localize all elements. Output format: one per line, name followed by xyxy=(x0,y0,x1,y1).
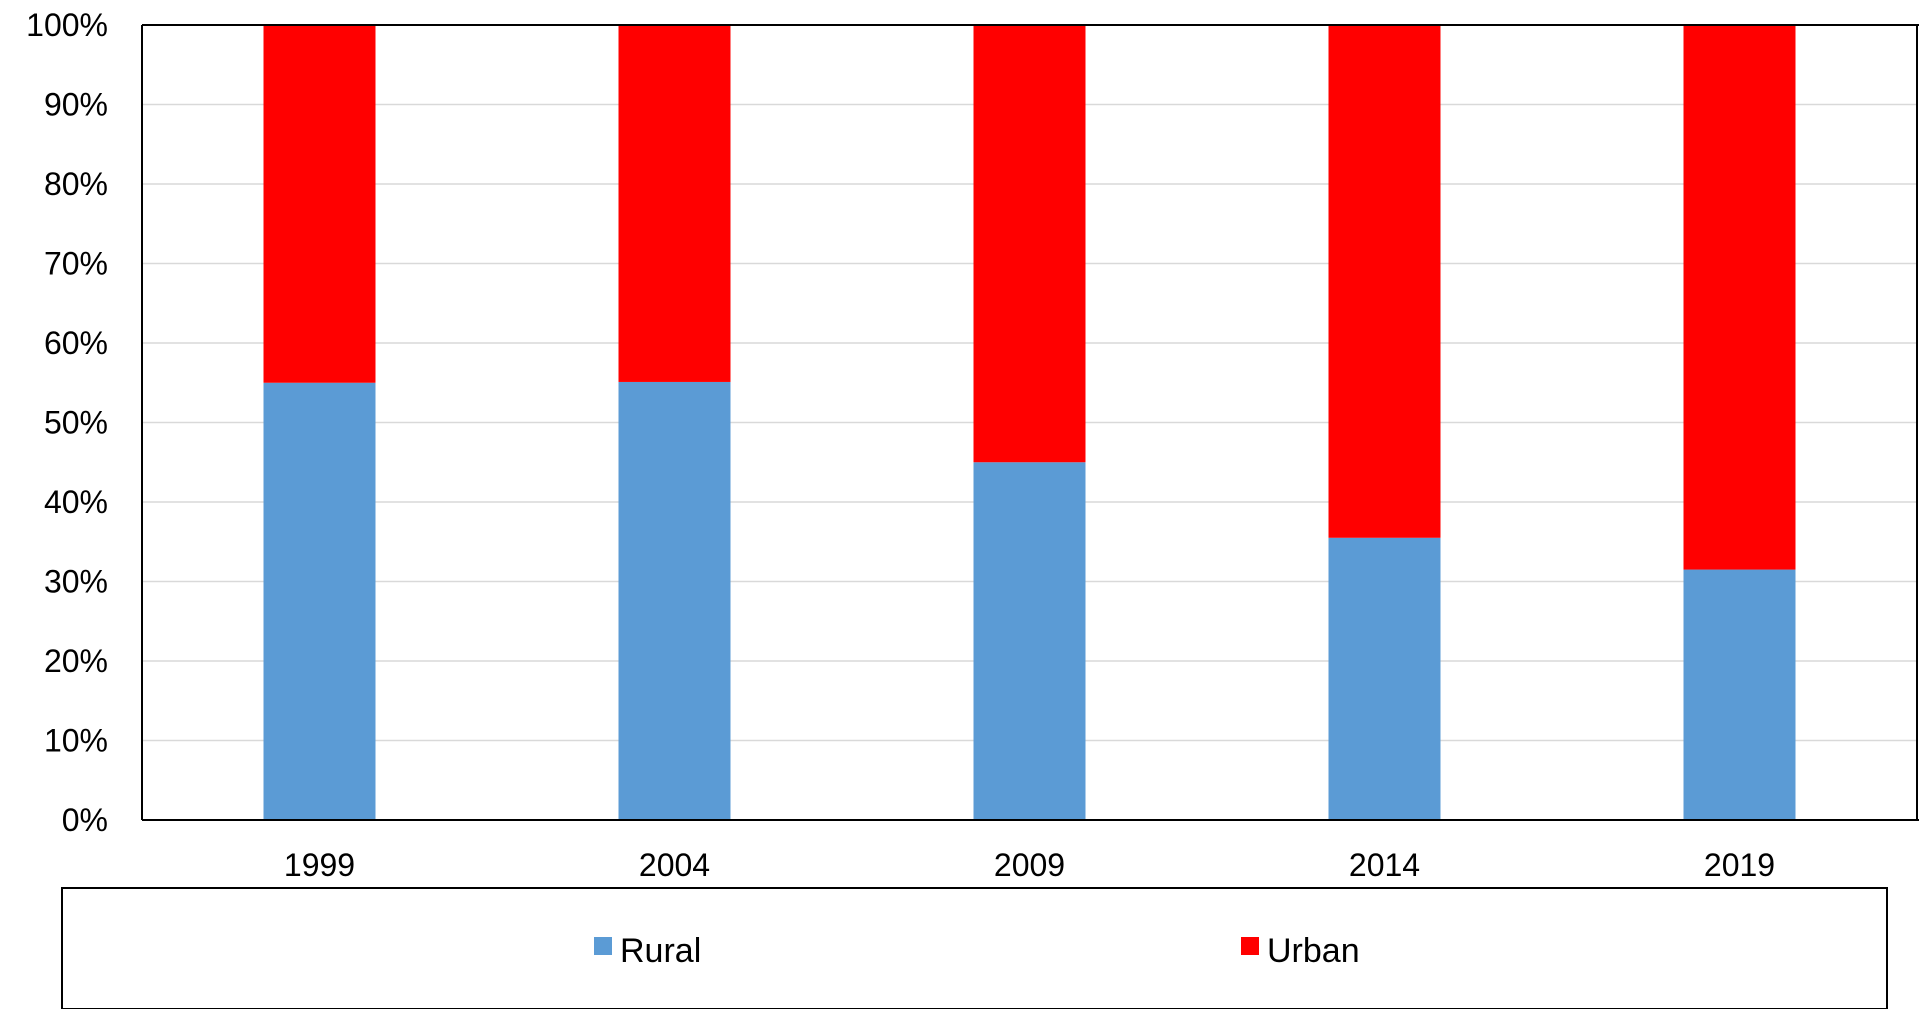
axes xyxy=(141,24,1919,821)
legend-box xyxy=(61,887,1888,1009)
bar-segment-urban-2014 xyxy=(1328,25,1441,538)
x-tick-label: 2004 xyxy=(639,847,710,883)
bar-segment-urban-2004 xyxy=(618,25,731,382)
y-tick-label: 10% xyxy=(44,723,108,759)
y-tick-label: 80% xyxy=(44,166,108,202)
legend-label-urban: Urban xyxy=(1267,932,1360,970)
bar-segment-rural-2004 xyxy=(618,381,731,820)
y-tick-label: 20% xyxy=(44,643,108,679)
y-tick-label: 40% xyxy=(44,484,108,520)
bar-segment-urban-2009 xyxy=(973,25,1086,463)
bar-segment-rural-2019 xyxy=(1683,569,1796,820)
bar-segment-rural-1999 xyxy=(263,382,376,820)
legend-label-rural: Rural xyxy=(620,932,701,970)
y-tick-label: 50% xyxy=(44,405,108,441)
y-tick-label: 100% xyxy=(26,7,108,43)
bar-segment-rural-2014 xyxy=(1328,537,1441,820)
x-tick-label: 2019 xyxy=(1704,847,1775,883)
bar-segment-urban-2019 xyxy=(1683,25,1796,570)
y-tick-label: 60% xyxy=(44,325,108,361)
bar-segment-rural-2009 xyxy=(973,462,1086,820)
x-tick-labels: 1999 2004 2009 2014 2019 xyxy=(284,847,1775,883)
legend: Rural Urban xyxy=(61,887,1888,1009)
y-tick-label: 0% xyxy=(62,802,108,838)
bar-segment-urban-1999 xyxy=(263,25,376,383)
x-tick-label: 1999 xyxy=(284,847,355,883)
legend-swatch-urban xyxy=(1241,937,1259,955)
y-tick-labels: 0% 10% 20% 30% 40% 50% 60% 70% 80% 90% 100% xyxy=(26,7,108,838)
x-tick-label: 2014 xyxy=(1349,847,1420,883)
y-tick-label: 90% xyxy=(44,87,108,123)
y-tick-label: 70% xyxy=(44,246,108,282)
legend-swatch-rural xyxy=(594,937,612,955)
x-tick-label: 2009 xyxy=(994,847,1065,883)
y-tick-label: 30% xyxy=(44,564,108,600)
bars xyxy=(263,25,1796,820)
